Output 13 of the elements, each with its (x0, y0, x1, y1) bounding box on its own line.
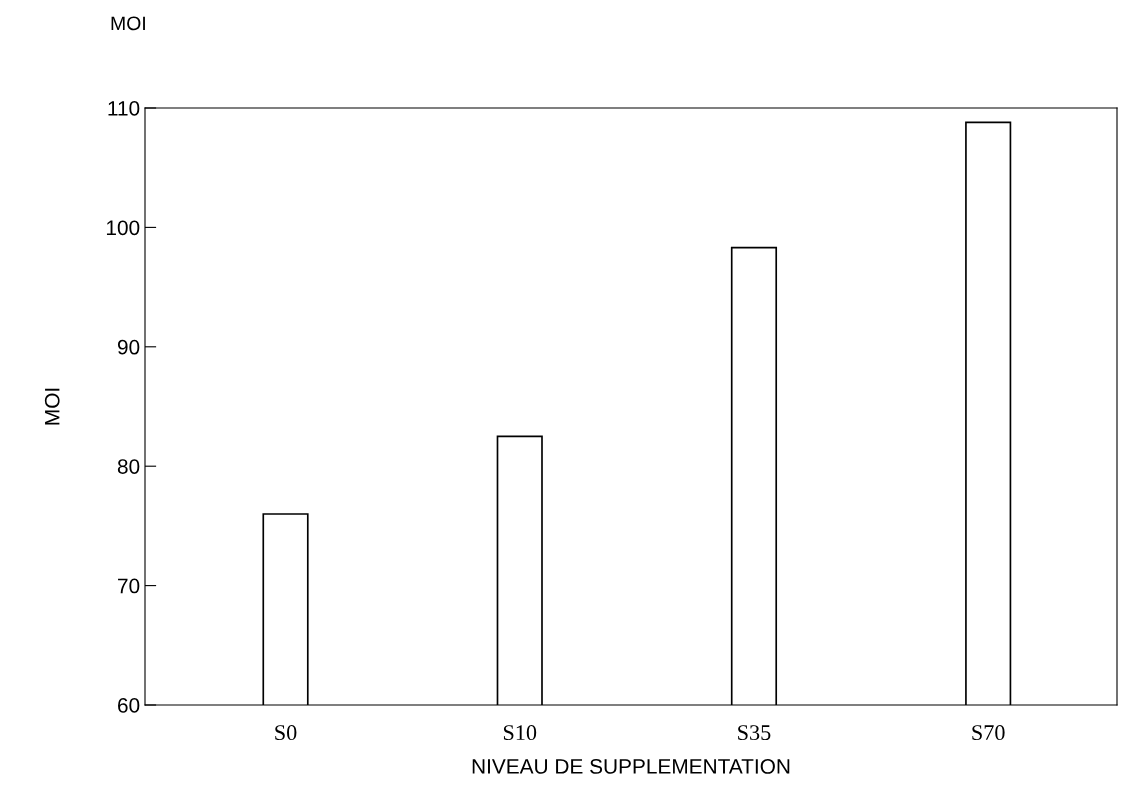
y-tick-label: 90 (117, 339, 140, 355)
y-tick-label: 60 (118, 698, 140, 713)
y-tick-label: 80 (117, 459, 140, 474)
x-tick-label: S0 (275, 725, 297, 741)
x-tick-label: S70 (972, 725, 1005, 741)
y-tick-label: 70 (118, 578, 140, 594)
x-tick-label: S10 (503, 725, 537, 741)
x-axis-title: NIVEAU DE SUPPLEMENTATION (472, 759, 790, 774)
y-tick-label: 110 (108, 101, 140, 116)
y-axis-title: MOI (44, 388, 60, 425)
y-tick-label: 100 (106, 220, 140, 236)
x-tick-label: S35 (738, 725, 771, 741)
chart-title: MOI (111, 16, 145, 31)
